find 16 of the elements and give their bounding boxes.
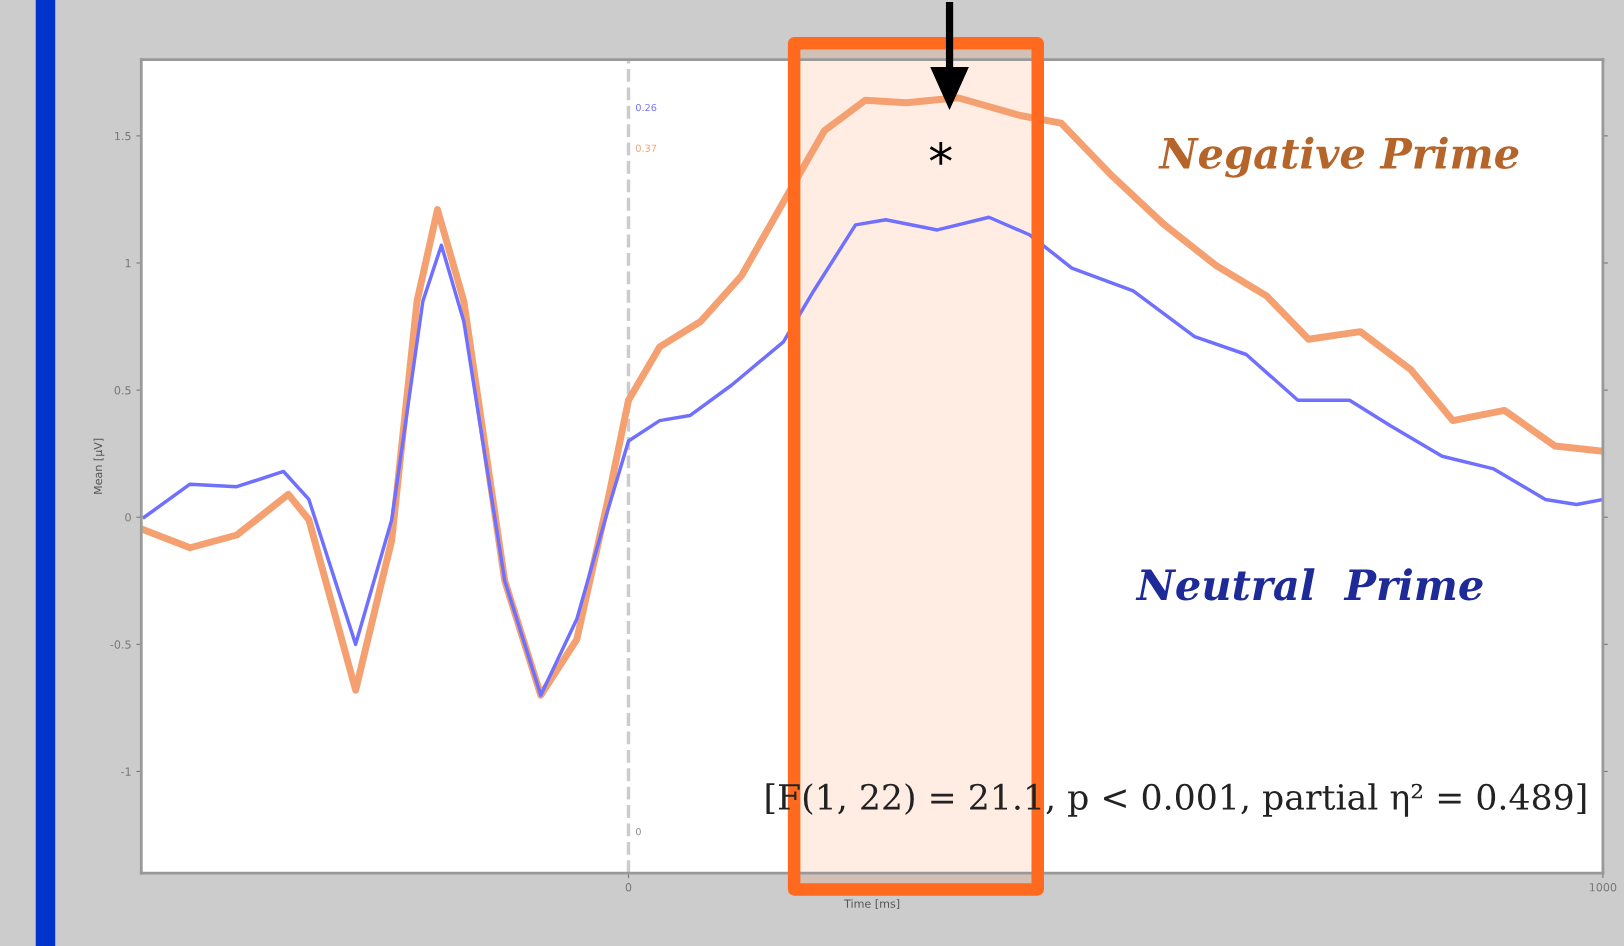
x-tick-label: 1000 (1589, 883, 1617, 892)
y-tick-label: 0.5 (114, 386, 131, 395)
line-series (142, 215, 1603, 697)
y-tick-label: -0.5 (110, 640, 131, 649)
text: Neutral Prime (1135, 568, 1483, 601)
y-axis-title: Mean [µV] (93, 438, 105, 494)
annotation: 0.37 (635, 144, 657, 152)
y-tick-label: -1 (121, 767, 131, 776)
y-tick-label: 0 (125, 513, 131, 522)
annotation: 0.26 (635, 103, 657, 112)
series-label: Negative Prime (1158, 136, 1519, 178)
x-axis-title: Time [ms] (844, 899, 900, 910)
y-tick-label: 1 (125, 259, 131, 268)
annotation: 0 (635, 827, 641, 836)
y-tick-label: 1.5 (115, 131, 131, 141)
annotation: * (929, 142, 952, 165)
